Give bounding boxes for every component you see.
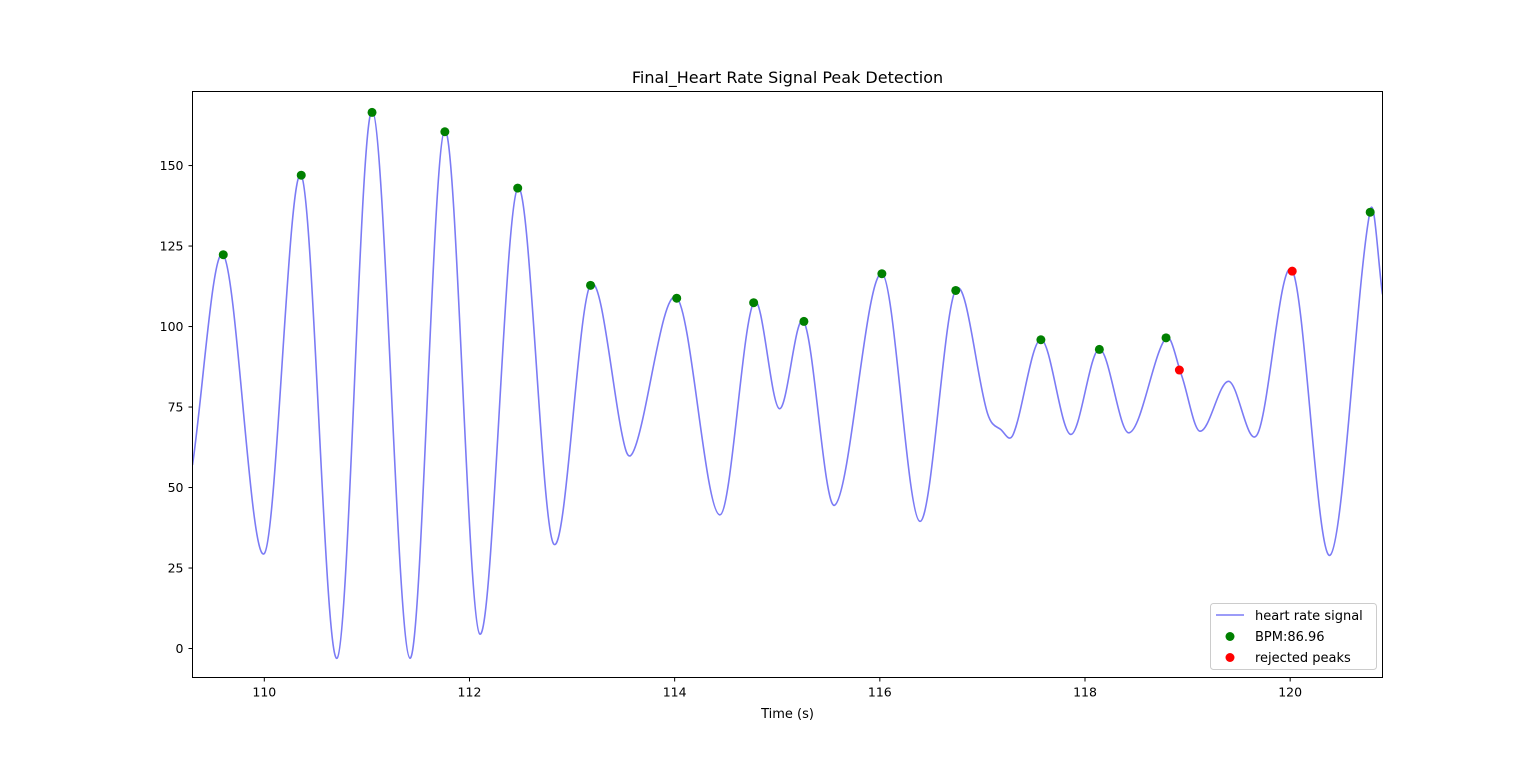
- y-tick-label: 50: [168, 480, 184, 495]
- legend-bpm-label: BPM:86.96: [1255, 630, 1325, 645]
- accepted-peak-point: [440, 127, 450, 137]
- accepted-peak-point: [799, 316, 809, 326]
- y-tick-label: 75: [168, 400, 184, 415]
- accepted-peak-point: [1161, 333, 1171, 343]
- accepted-peak-point: [1094, 344, 1104, 354]
- legend-box: [1210, 603, 1377, 670]
- axis-ticks: 110 112 114 116 118 120 0 25 50 75 100 125 150: [160, 158, 1303, 699]
- x-tick-label: 114: [663, 685, 687, 700]
- y-tick-label: 150: [160, 158, 184, 173]
- accepted-peak-point: [877, 269, 887, 279]
- plot-frame: [192, 91, 1383, 678]
- y-tick-label: 100: [160, 319, 184, 334]
- x-tick-label: 120: [1278, 685, 1302, 700]
- accepted-peak-point: [1036, 335, 1046, 345]
- legend-bpm-marker: [1225, 632, 1235, 641]
- accepted-peak-point: [218, 250, 228, 260]
- legend-rejected-label: rejected peaks: [1255, 651, 1351, 666]
- rejected-peak-point: [1174, 365, 1184, 375]
- legend: heart rate signal BPM:86.96 rejected pea…: [1210, 603, 1377, 670]
- x-tick-label: 110: [252, 685, 276, 700]
- accepted-peak-point: [1365, 207, 1375, 217]
- accepted-peak-point: [367, 107, 377, 117]
- accepted-peak-point: [296, 170, 306, 180]
- accepted-peak-point: [672, 293, 682, 303]
- x-tick-label: 116: [868, 685, 892, 700]
- y-tick-label: 0: [176, 641, 184, 656]
- accepted-peak-point: [951, 285, 961, 295]
- accepted-peak-point: [513, 183, 523, 193]
- accepted-peak-point: [586, 280, 596, 290]
- y-tick-label: 25: [168, 561, 184, 576]
- x-axis-label: Time (s): [760, 707, 814, 722]
- x-tick-label: 118: [1073, 685, 1097, 700]
- legend-rejected-marker: [1225, 653, 1235, 662]
- accepted-peak-point: [749, 298, 759, 308]
- rejected-peak-point: [1287, 266, 1297, 276]
- heart-rate-signal-line: [192, 110, 1383, 660]
- chart-title: Final_Heart Rate Signal Peak Detection: [632, 68, 943, 88]
- legend-signal-label: heart rate signal: [1255, 609, 1363, 624]
- plot-series: [192, 107, 1383, 660]
- y-tick-label: 125: [160, 239, 184, 254]
- x-tick-label: 112: [458, 685, 482, 700]
